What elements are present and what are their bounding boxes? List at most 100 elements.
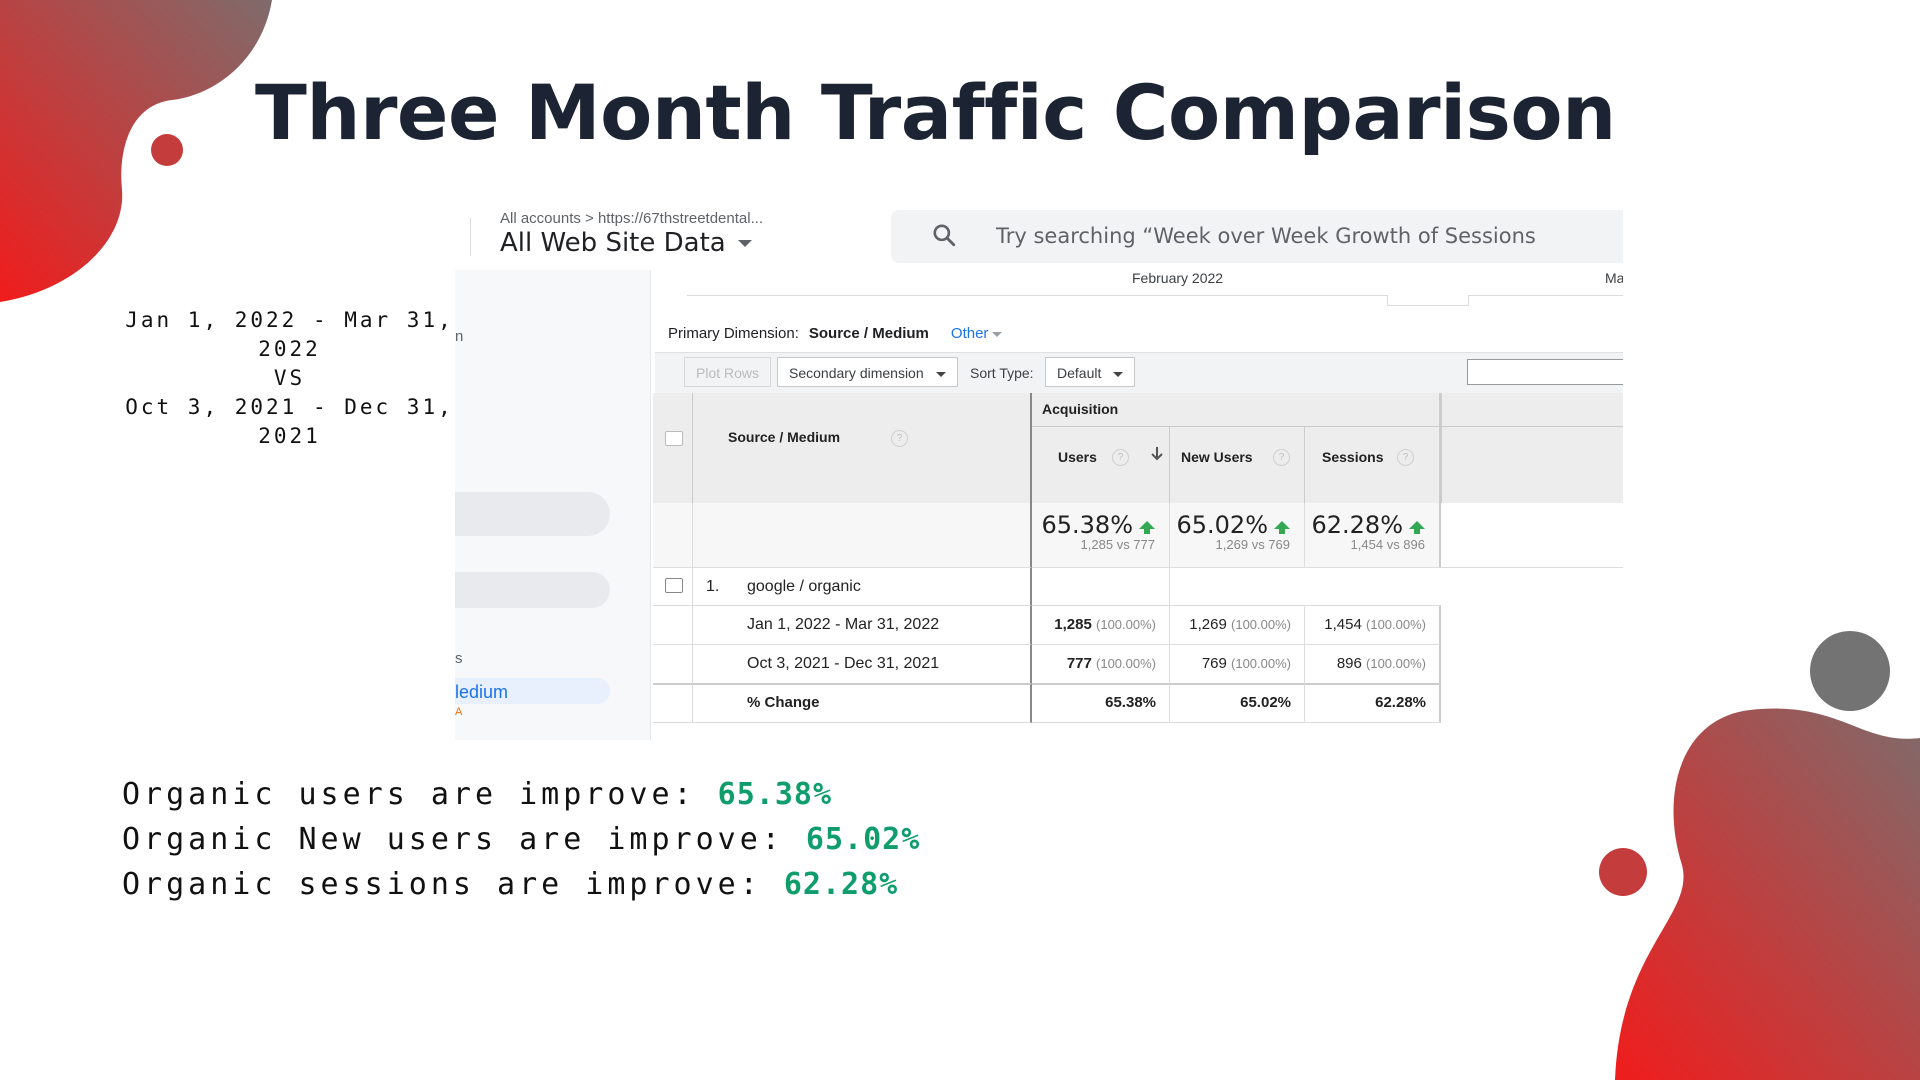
totals-new-users-pct: 65.02% [1176, 511, 1268, 539]
chevron-down-icon [992, 331, 1003, 337]
property-selector[interactable]: All Web Site Data [500, 228, 752, 258]
summary-new-users-value: 65.02% [805, 822, 921, 857]
table-row[interactable]: 1. google / organic [693, 567, 1032, 605]
col-source-medium-label: Source / Medium [728, 429, 841, 445]
sort-type-dropdown[interactable]: Default [1045, 357, 1136, 387]
summary-users: Organic users are improve: 65.38% [122, 772, 920, 817]
slide-title: Three Month Traffic Comparison [255, 68, 1616, 157]
primary-dimension-source-medium[interactable]: Source / Medium [808, 325, 929, 342]
plot-rows-button[interactable]: Plot Rows [684, 357, 772, 387]
value-number: 769 [1201, 655, 1227, 672]
nav-item-placeholder[interactable] [455, 572, 610, 608]
table-row: % Change [693, 683, 1032, 723]
help-icon[interactable]: ? [1273, 449, 1290, 466]
column-divider [1439, 393, 1442, 503]
col-sessions-label: Sessions [1322, 449, 1384, 465]
row-empty-cell [1032, 567, 1170, 605]
breadcrumb[interactable]: All accounts > https://67thstreetdental.… [500, 210, 764, 227]
summary-users-text: Organic users are improve: [122, 777, 718, 812]
summary-users-value: 65.38% [717, 777, 833, 812]
subrow-select-cell [653, 605, 693, 644]
value-number: 1,454 [1324, 616, 1362, 633]
col-users-header[interactable]: Users ? [1032, 427, 1170, 503]
search-placeholder: Try searching “Week over Week Growth of … [996, 224, 1536, 248]
primary-dimension-label: Primary Dimension: [668, 325, 799, 342]
subrow-new-users-value: 1,269 (100.00%) [1170, 605, 1305, 644]
totals-label-cell [693, 503, 1032, 567]
change-select-cell [653, 683, 693, 723]
summary-sessions-text: Organic sessions are improve: [122, 867, 784, 902]
decor-dot-gray-right [1810, 631, 1890, 711]
chevron-down-icon [935, 371, 946, 377]
primary-dimension: Primary Dimension: Source / Medium Other [668, 325, 1003, 342]
arrow-up-icon [1139, 521, 1155, 534]
row-empty-cell [1170, 567, 1623, 605]
value-percent: (100.00%) [1096, 656, 1156, 671]
value-number: 777 [1066, 655, 1092, 672]
analytics-screenshot: All accounts > https://67thstreetdental.… [455, 200, 1623, 740]
nav-fragment: n [455, 328, 464, 345]
change-sessions-value: 62.28% [1305, 683, 1441, 723]
date-range-current: Jan 1, 2022 - Mar 31, 2022 [125, 308, 454, 361]
search-bar[interactable]: Try searching “Week over Week Growth of … [891, 210, 1623, 263]
totals-users: 65.38% 1,285 vs 777 [1032, 503, 1170, 567]
help-icon[interactable]: ? [1112, 449, 1129, 466]
row-index: 1. [706, 578, 720, 595]
col-sessions-header[interactable]: Sessions ? [1305, 393, 1623, 503]
table-filter-input[interactable] [1467, 359, 1623, 385]
subrow-select-cell [653, 644, 693, 683]
row-select-cell [653, 567, 693, 605]
value-percent: (100.00%) [1231, 617, 1291, 632]
chevron-down-icon [1113, 371, 1124, 377]
help-icon[interactable]: ? [891, 430, 908, 447]
search-icon [933, 224, 956, 247]
totals-users-pct: 65.38% [1041, 511, 1133, 539]
other-label: Other [950, 325, 989, 342]
row-checkbox[interactable] [665, 578, 683, 593]
date-range-vs: VS [273, 366, 306, 390]
decor-dot-red-left [151, 134, 183, 166]
value-number: 1,269 [1189, 616, 1227, 633]
summary-new-users: Organic New users are improve: 65.02% [122, 817, 920, 862]
primary-dimension-other[interactable]: Other [951, 325, 1003, 342]
totals-select-cell [653, 503, 693, 567]
subrow-date-label: Oct 3, 2021 - Dec 31, 2021 [747, 655, 940, 672]
col-new-users-header[interactable]: New Users ? [1170, 427, 1305, 503]
summary-sessions-value: 62.28% [783, 867, 899, 902]
value-percent: (100.00%) [1231, 656, 1291, 671]
col-users-label: Users [1058, 449, 1097, 465]
row-source-medium[interactable]: google / organic [747, 578, 861, 595]
value-number: 896 [1336, 655, 1362, 672]
chevron-down-icon [737, 240, 752, 247]
value-number: 1,285 [1054, 616, 1092, 633]
select-all-checkbox[interactable] [665, 431, 683, 446]
decor-blob-bottom-right [1615, 708, 1920, 1080]
arrow-up-icon [1274, 521, 1290, 534]
decor-dot-red-right [1599, 848, 1647, 896]
subrow-users-value: 777 (100.00%) [1032, 644, 1170, 683]
header-divider [470, 218, 471, 256]
header-select-cell [653, 393, 693, 503]
sort-descending-icon[interactable] [1149, 445, 1165, 463]
timeline-handle[interactable] [1387, 295, 1469, 306]
subrow-new-users-value: 769 (100.00%) [1170, 644, 1305, 683]
value-percent: (100.00%) [1366, 617, 1426, 632]
header-acquisition-group: Acquisition [1032, 393, 1623, 427]
decor-blob-top-left [0, 0, 272, 302]
timeline-chart: February 2022 Ma [687, 270, 1623, 306]
help-icon[interactable]: ? [1397, 449, 1414, 466]
nav-item-source-medium[interactable]: ledium [455, 678, 610, 704]
secondary-dimension-dropdown[interactable]: Secondary dimension [777, 357, 958, 387]
change-users-value: 65.38% [1032, 683, 1170, 723]
sort-type-value: Default [1057, 365, 1102, 381]
timeline-month-label: Ma [1605, 270, 1623, 286]
nav-item-placeholder[interactable] [455, 492, 610, 536]
acquisition-label: Acquisition [1042, 401, 1119, 417]
summary-new-users-text: Organic New users are improve: [122, 822, 806, 857]
left-nav-panel: n s ledium A [455, 270, 651, 740]
subrow-users-value: 1,285 (100.00%) [1032, 605, 1170, 644]
header-source-medium[interactable]: Source / Medium ? [693, 393, 1032, 503]
nav-fragment: A [455, 706, 463, 718]
date-range-comparison: Jan 1, 2022 - Mar 31, 2022 VS Oct 3, 202… [112, 306, 467, 451]
sort-type-label: Sort Type: [970, 365, 1034, 381]
